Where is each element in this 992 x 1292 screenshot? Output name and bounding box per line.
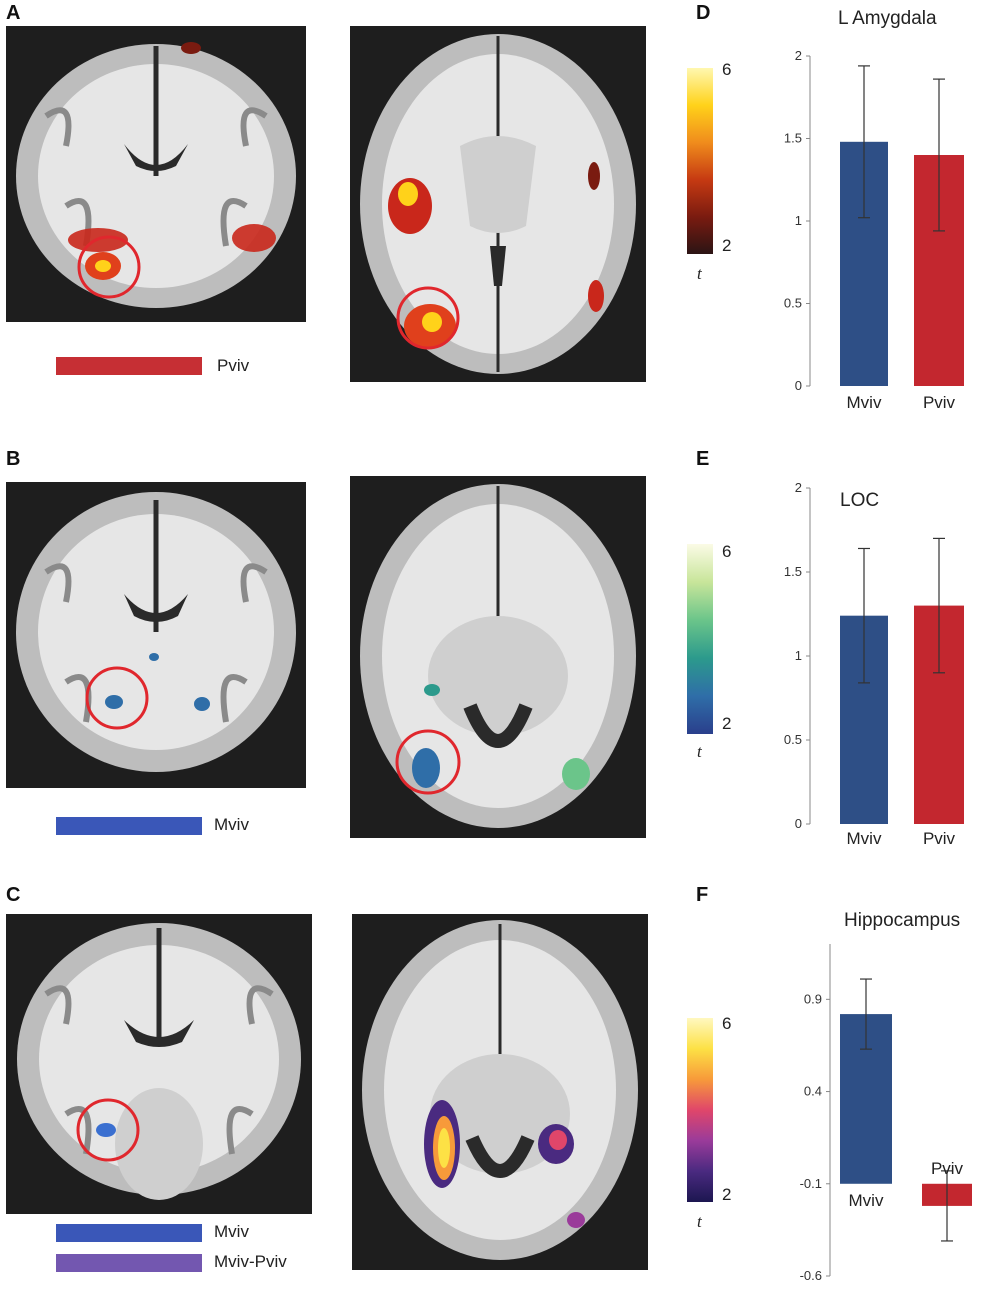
legend-swatch-mviv-c: [56, 1224, 202, 1242]
colorbar-c: [687, 1018, 713, 1202]
y-tick-label: -0.1: [800, 1176, 822, 1191]
category-label-mviv: Mviv: [847, 393, 882, 412]
brain-axial-image-b: [350, 476, 646, 838]
colorbar-c-min-label: 2: [722, 1185, 732, 1204]
legend-swatch-mviv: [56, 817, 202, 835]
colorbar-b-max-label: 6: [722, 542, 732, 561]
brain-coronal-image-c: [6, 914, 312, 1214]
legend-label-mviv-pviv: Mviv-Pviv: [214, 1252, 287, 1271]
panel-letter-a: A: [6, 2, 21, 24]
colorbar-b-min-label: 2: [722, 714, 732, 733]
colorbar-c-max-label: 6: [722, 1014, 732, 1033]
category-label-pviv: Pviv: [923, 829, 956, 848]
y-tick-label: 1: [795, 213, 802, 228]
category-label-pviv: Pviv: [931, 1159, 964, 1178]
category-label-mviv: Mviv: [849, 1191, 884, 1210]
colorbar-a-min-label: 2: [722, 236, 732, 255]
y-tick-label: 0.4: [804, 1084, 822, 1099]
colorbar-c-t-label: t: [697, 1212, 702, 1231]
y-tick-label: 0: [795, 816, 802, 831]
legend-label-mviv: Mviv: [214, 815, 249, 834]
y-tick-label: 0.5: [784, 296, 802, 311]
colorbar-a: [687, 68, 713, 254]
bar-chart-hippocampus: Hippocampus 0.9 0.4 -0.1 -0.6 Mviv Pviv: [760, 896, 988, 1286]
category-label-mviv: Mviv: [847, 829, 882, 848]
panel-letter-e: E: [696, 448, 710, 470]
y-tick-label: 0: [795, 378, 802, 393]
panel-letter-d: D: [696, 2, 711, 24]
bar-chart-l-amygdala: L Amygdala 0 0.5 1 1.5 2 Mviv Pviv: [760, 0, 980, 420]
brain-coronal-image-a: [6, 26, 306, 322]
y-tick-label: 1.5: [784, 564, 802, 579]
chart-title: L Amygdala: [838, 8, 937, 29]
panel-letter-c: C: [6, 884, 21, 906]
y-tick-label: 2: [795, 480, 802, 495]
bar-chart-loc: LOC 0 0.5 1 1.5 2 Mviv Pviv: [760, 472, 980, 852]
chart-title: Hippocampus: [844, 910, 960, 931]
y-tick-label: 1: [795, 648, 802, 663]
category-label-pviv: Pviv: [923, 393, 956, 412]
brain-axial-image-c: [352, 914, 648, 1270]
colorbar-a-t-label: t: [697, 264, 702, 283]
brain-coronal-image-b: [6, 482, 306, 788]
colorbar-a-max-label: 6: [722, 60, 732, 79]
legend-label-mviv-c: Mviv: [214, 1222, 249, 1241]
y-tick-label: 1.5: [784, 131, 802, 146]
y-tick-label: 0.5: [784, 732, 802, 747]
y-tick-label: 2: [795, 48, 802, 63]
y-tick-label: 0.9: [804, 991, 822, 1006]
colorbar-b: [687, 544, 713, 734]
legend-label-pviv: Pviv: [217, 356, 250, 375]
panel-letter-f: F: [696, 884, 709, 906]
brain-axial-image-a: [350, 26, 646, 382]
legend-swatch-mviv-pviv: [56, 1254, 202, 1272]
panel-letter-b: B: [6, 448, 21, 470]
colorbar-b-t-label: t: [697, 742, 702, 761]
legend-swatch-pviv: [56, 357, 202, 375]
chart-title: LOC: [840, 490, 879, 511]
y-tick-label: -0.6: [800, 1268, 822, 1283]
